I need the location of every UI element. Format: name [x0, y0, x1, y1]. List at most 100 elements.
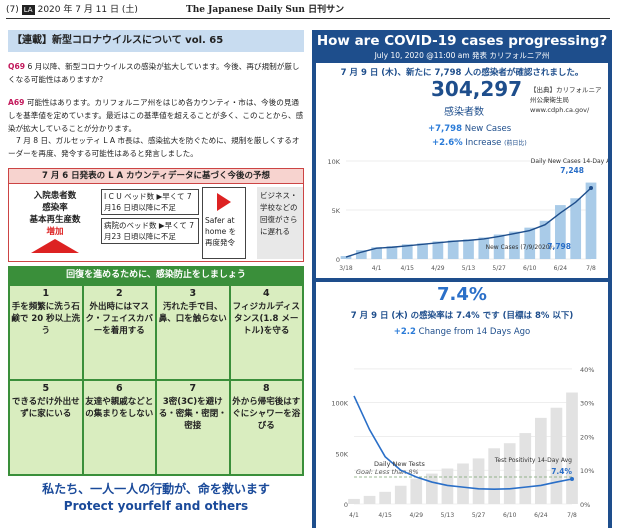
increase-note: (前日比): [504, 140, 527, 147]
play-arrow-icon: [217, 193, 231, 211]
bar-daily-cases: [355, 250, 367, 259]
positivity-card: 7.4% 7 月 9 日 (木) の感染率は 7.4% です (目標は 8% 以…: [316, 282, 608, 528]
tip-text: 外出時にはマスク・フェイスカバーを着用する: [85, 302, 154, 336]
positivity-rate: 7.4%: [437, 284, 487, 305]
hospital-beds-note: 病院のベッド数 ▶早くて 7月23 日頃以降に不足: [101, 218, 199, 244]
increase-label: 増加: [46, 227, 64, 237]
cases-heading: 7 月 9 日 (木)、新たに 7,798 人の感染者が確認されました。: [340, 68, 584, 78]
tip-card: 1 手を頻繁に洗う石鹸で 20 秒以上洗う: [10, 286, 82, 379]
x-tick-label: 6/24: [534, 512, 548, 519]
x-tick-label: 6/24: [554, 265, 568, 272]
tip-card: 8 外から帰宅後はすぐにシャワーを浴びる: [230, 381, 302, 474]
safer-at-home-text: Safer at home を再度発令: [205, 216, 237, 247]
avg-annotation-label: Daily New Cases 14-Day Avg: [531, 158, 608, 165]
positivity-heading: 7 月 9 日 (木) の感染率は 7.4% です (目標は 8% 以下): [350, 311, 574, 321]
bar-daily-tests: [348, 498, 360, 504]
tip-card: 6 友達や親戚などとの集まりをしない: [83, 381, 155, 474]
covid-stats-panel: How are COVID-19 cases progressing? July…: [312, 30, 612, 528]
x-tick-label: 7/8: [586, 265, 596, 272]
change-value: +2.2: [393, 327, 416, 337]
tip-number: 4: [262, 288, 270, 299]
bar-daily-tests: [488, 448, 500, 504]
tip-number: 8: [262, 383, 270, 394]
bar-daily-tests: [426, 473, 438, 504]
x-tick-label: 4/29: [410, 512, 424, 519]
slogan-english: Protect yourfelf and others: [63, 499, 249, 513]
bar-daily-tests: [519, 433, 532, 504]
y-tick-label: 0: [336, 256, 340, 264]
positivity-annotation-label: Test Positivity 14-Day Avg: [494, 457, 572, 464]
new-cases-chart: 0 5K 10K 3/18 4/1 4/15 4/29 5/13 5/27 6/10 6/24 7/8…: [327, 158, 608, 272]
tip-number: 6: [115, 383, 123, 394]
up-arrow-icon: [31, 239, 79, 253]
positivity-chart: 0% 10% 20% 30% 40% 0 50K 100K Goal: Less than 8%…: [331, 366, 594, 519]
increase-row: +2.6% Increase (前日比): [432, 138, 527, 148]
slogan-japanese: 私たち、一人一人の行動が、命を救います: [42, 482, 270, 496]
x-tick-label: 7/8: [567, 512, 577, 519]
stats-header: How are COVID-19 cases progressing? July…: [312, 30, 612, 61]
newspaper-name: The Japanese Daily Sun 日刊サン: [186, 5, 345, 15]
bar-daily-cases: [570, 198, 582, 259]
metric-infection-rate: 感染率: [42, 203, 68, 213]
cases-card: 7 月 9 日 (木)、新たに 7,798 人の感染者が確認されました。 304…: [316, 63, 608, 278]
line-14-day-avg: [345, 187, 592, 258]
x-tick-label: 6/10: [523, 265, 537, 272]
tip-card: 2 外出時にはマスク・フェイスカバーを着用する: [83, 286, 155, 379]
total-cases: 304,297: [431, 77, 523, 101]
bar-daily-tests: [472, 458, 485, 504]
avg-annotation-value: 7,248: [560, 166, 584, 175]
bar-daily-tests: [441, 468, 454, 504]
goal-label: Goal: Less than 8%: [356, 468, 419, 476]
tip-number: 1: [42, 288, 50, 299]
increase-value: +2.6%: [432, 138, 463, 148]
bar-daily-cases: [463, 239, 474, 259]
y-left-tick-label: 100K: [331, 400, 348, 408]
answer-text: 可能性はあります。カリフォルニア州をはじめ各カウンティ・市は、今後の見通しを基準…: [8, 98, 304, 133]
tip-number: 5: [42, 383, 50, 394]
y-left-tick-label: 50K: [335, 450, 348, 458]
bar-daily-tests: [457, 463, 469, 504]
bar-daily-cases: [539, 220, 551, 259]
bar-daily-cases: [478, 237, 490, 259]
answer-block: A69 可能性はあります。カリフォルニア州をはじめ各カウンティ・市は、今後の見通…: [8, 96, 304, 135]
tip-text: 友達や親戚などとの集まりをしない: [85, 397, 154, 419]
x-tick-label: 5/13: [441, 512, 455, 519]
question-id: Q69: [8, 62, 26, 71]
x-tick-label: 5/13: [462, 265, 476, 272]
answer-paragraph-2: 7 月 8 日、ガルセッティ L A 市長は、感染拡大を防ぐために、規制を厳しく…: [8, 136, 300, 158]
bar-daily-cases: [493, 234, 505, 259]
bed-shortage-info: I C U ベッド数 ▶早くて 7月16 日頃以降に不足 病院のベッド数 ▶早く…: [101, 189, 199, 247]
y-right-tick-label: 20%: [580, 433, 594, 441]
page-header: (7) LA 2020 年 7 月 11 日 (土) The Japanese Da…: [6, 2, 610, 19]
new-cases-value: +7,798: [428, 124, 463, 134]
stats-subtitle: July 10, 2020 @11:00 am 発表 カリフォルニア州: [374, 51, 550, 60]
bar-daily-cases: [386, 246, 398, 259]
question-block: Q69 6 月以降、新型コロナウイルスの感染が拡大しています。今後、再び規制が厳…: [8, 60, 304, 86]
forecast-metrics: 入院患者数 感染率 基本再生産数 増加: [13, 190, 97, 256]
x-tick-label: 4/1: [372, 265, 382, 272]
tip-number: 7: [189, 383, 197, 394]
y-tick-label: 5K: [332, 207, 341, 215]
new-cases-label: New Cases: [464, 124, 512, 134]
prevention-grid: 1 手を頻繁に洗う石鹸で 20 秒以上洗う 2 外出時にはマスク・フェイスカバーを着…: [8, 284, 304, 476]
business-recovery-note: ビジネス・学校などの回復がさらに遅れる: [249, 187, 303, 259]
x-tick-label: 4/15: [378, 512, 392, 519]
page-number: (7) LA 2020 年 7 月 11 日 (土): [6, 5, 138, 15]
tip-number: 2: [115, 288, 123, 299]
tip-text: フィジカルディスタンス(1.8 メートル)を守る: [232, 302, 300, 336]
positivity-point: [570, 477, 574, 482]
tip-number: 3: [189, 288, 197, 299]
safer-at-home-box: Safer at home を再度発令: [202, 187, 246, 259]
stats-title: How are COVID-19 cases progressing?: [316, 33, 608, 49]
total-cases-label: 感染者数: [444, 107, 484, 118]
prevention-title: 回復を進めるために、感染防止をしましょう: [8, 266, 304, 284]
bar-daily-cases: [585, 182, 597, 259]
tip-text: 手を頻繁に洗う石鹸で 20 秒以上洗う: [11, 302, 81, 336]
bar-daily-tests: [550, 407, 563, 504]
bar-daily-tests: [363, 495, 376, 504]
edition-badge: LA: [21, 5, 35, 15]
x-tick-label: 4/15: [401, 265, 415, 272]
column-title: 【連載】新型コロナウイルスについて vol. 65: [8, 30, 304, 52]
bar-daily-tests: [535, 417, 547, 504]
tip-text: 外から帰宅後はすぐにシャワーを浴びる: [232, 397, 301, 431]
